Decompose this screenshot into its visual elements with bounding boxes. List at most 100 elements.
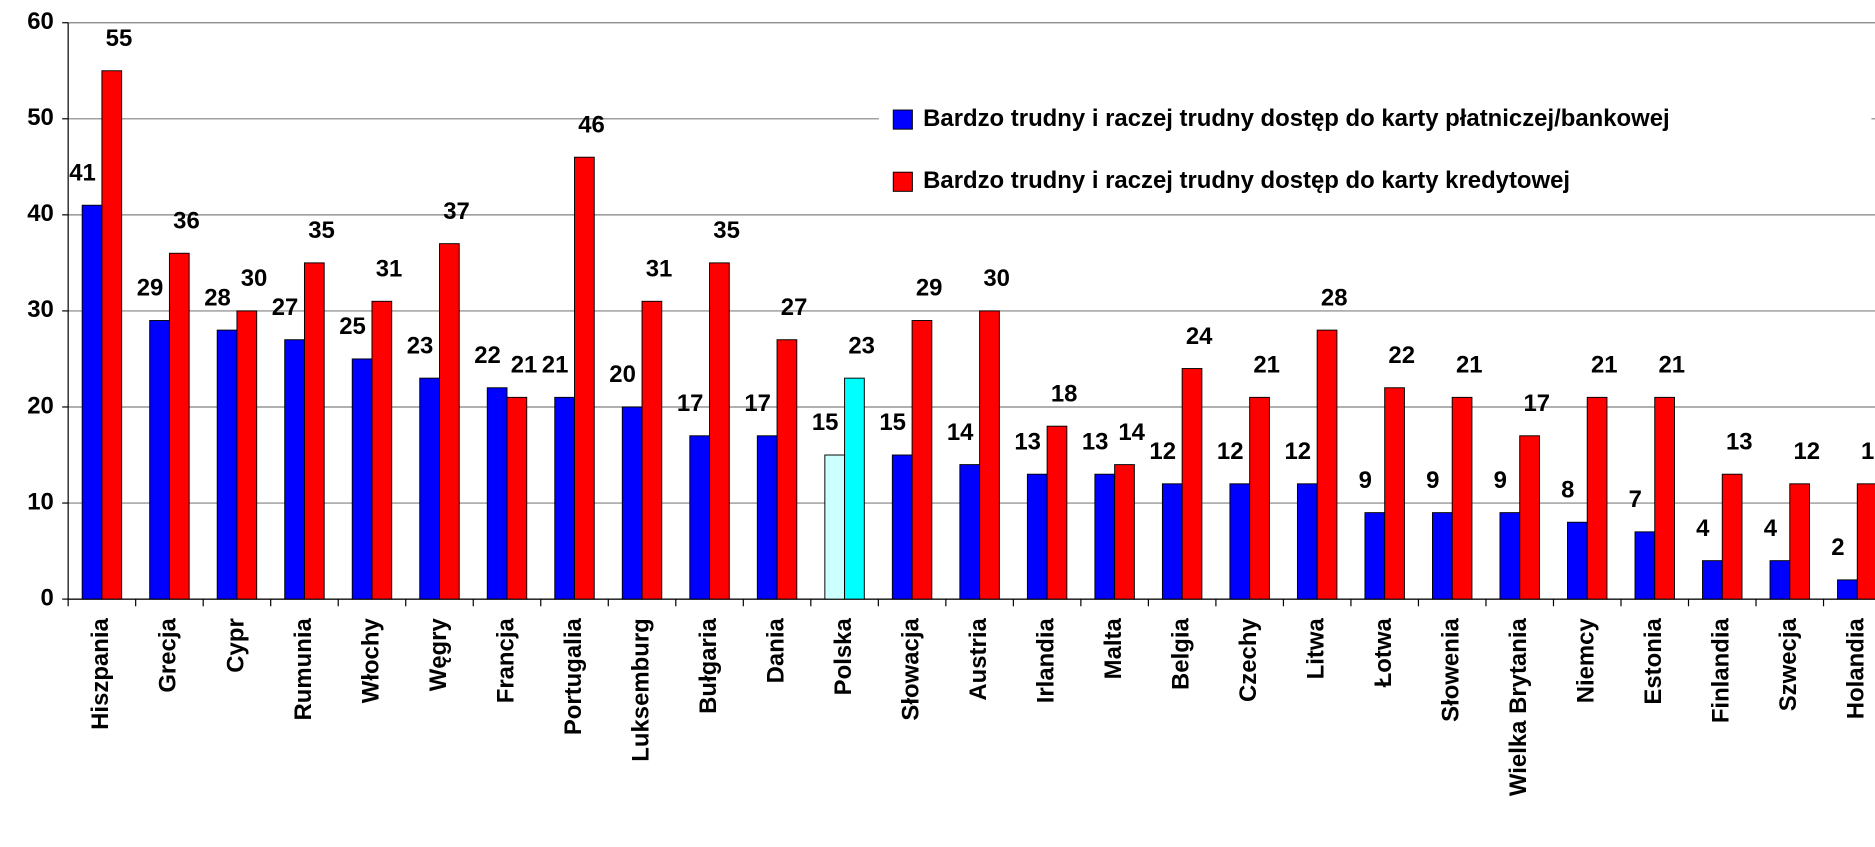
- bar: [1364, 512, 1386, 600]
- y-tick-label: 10: [27, 488, 54, 515]
- value-label: 35: [713, 217, 740, 244]
- bar: [756, 435, 778, 600]
- bar: [1249, 396, 1270, 600]
- bar: [844, 377, 865, 600]
- bar: [101, 70, 123, 600]
- y-tick-label: 0: [41, 584, 54, 611]
- value-label: 2: [1831, 534, 1844, 561]
- value-label: 13: [1726, 428, 1753, 455]
- value-label: 25: [339, 313, 366, 340]
- bar: [776, 339, 798, 600]
- bar: [1296, 483, 1318, 600]
- legend-label: Bardzo trudny i raczej trudny dostęp do …: [923, 167, 1570, 194]
- value-label: 31: [646, 256, 673, 283]
- bar: [439, 243, 460, 600]
- value-label: 4: [1696, 515, 1710, 542]
- bar: [1856, 483, 1875, 600]
- bar: [1654, 396, 1675, 600]
- value-label: 28: [204, 284, 231, 311]
- value-label: 13: [1014, 428, 1041, 455]
- x-tick-label: Węgry: [425, 618, 452, 692]
- value-label: 21: [542, 352, 569, 379]
- value-label: 21: [1658, 352, 1685, 379]
- x-tick-label: Słowacja: [897, 618, 924, 721]
- x-tick-label: Holandia: [1843, 618, 1870, 720]
- value-label: 12: [1149, 438, 1176, 465]
- x-tick-label: Wielka Brytania: [1505, 618, 1532, 797]
- value-label: 24: [1186, 323, 1213, 350]
- value-label: 21: [1456, 352, 1483, 379]
- value-label: 12: [1217, 438, 1244, 465]
- x-tick-label: Grecja: [155, 618, 182, 693]
- bar: [303, 262, 325, 600]
- bar: [1567, 521, 1588, 600]
- bar: [1316, 329, 1338, 600]
- bar: [1586, 396, 1608, 600]
- value-label: 4: [1764, 515, 1778, 542]
- value-label: 36: [173, 208, 200, 235]
- bar: [891, 454, 913, 600]
- bar: [979, 310, 1000, 600]
- value-label: 31: [376, 256, 403, 283]
- value-label: 28: [1321, 284, 1348, 311]
- bar: [149, 320, 170, 600]
- value-label: 18: [1051, 380, 1078, 407]
- value-label: 22: [1388, 342, 1415, 369]
- value-label: 21: [511, 352, 538, 379]
- bar: [1634, 531, 1656, 600]
- x-tick-label: Bułgaria: [695, 618, 722, 714]
- y-tick-label: 40: [27, 200, 54, 227]
- bar: [1384, 387, 1405, 600]
- value-label: 55: [106, 25, 133, 52]
- bar: [216, 329, 238, 600]
- x-tick-label: Finlandia: [1708, 618, 1735, 724]
- x-tick-label: Irlandia: [1032, 618, 1059, 704]
- value-label: 7: [1629, 486, 1642, 513]
- value-label: 17: [744, 390, 771, 417]
- bar: [1026, 473, 1048, 600]
- bar: [1161, 483, 1183, 600]
- value-label: 17: [1523, 390, 1550, 417]
- value-label: 12: [1284, 438, 1311, 465]
- legend-swatch: [892, 171, 913, 192]
- value-label: 30: [241, 265, 268, 292]
- value-label: 27: [781, 294, 808, 321]
- bar: [709, 262, 730, 600]
- value-label: 9: [1494, 467, 1507, 494]
- bar: [371, 300, 393, 600]
- value-label: 9: [1426, 467, 1439, 494]
- value-label: 14: [947, 419, 974, 446]
- value-label: 14: [1118, 419, 1145, 446]
- bar: [351, 358, 373, 600]
- value-label: 41: [69, 159, 96, 186]
- x-tick-label: Włochy: [357, 618, 384, 704]
- x-tick-label: Francja: [492, 618, 519, 704]
- bar: [1451, 396, 1473, 600]
- x-tick-label: Szwecja: [1775, 618, 1802, 712]
- legend-swatch: [892, 109, 913, 130]
- bar: [1837, 579, 1858, 600]
- value-label: 30: [983, 265, 1010, 292]
- bar: [621, 406, 643, 600]
- value-label: 27: [272, 294, 299, 321]
- bar: [1046, 425, 1068, 600]
- bar: [1431, 512, 1453, 600]
- bar: [824, 454, 846, 600]
- x-tick-label: Słowenia: [1438, 618, 1465, 722]
- x-tick-label: Hiszpania: [87, 618, 114, 730]
- bar: [1721, 473, 1743, 600]
- value-label: 15: [879, 409, 906, 436]
- legend-box: [878, 88, 1872, 213]
- value-label: 23: [407, 332, 434, 359]
- x-tick-label: Rumunia: [290, 618, 317, 721]
- bar: [959, 464, 981, 600]
- bar: [1229, 483, 1251, 600]
- x-tick-label: Belgia: [1167, 618, 1194, 690]
- value-label: 9: [1359, 467, 1372, 494]
- bar: [1114, 464, 1135, 600]
- value-label: 21: [1253, 352, 1280, 379]
- bar: [1094, 473, 1116, 600]
- value-label: 15: [812, 409, 839, 436]
- value-label: 17: [677, 390, 704, 417]
